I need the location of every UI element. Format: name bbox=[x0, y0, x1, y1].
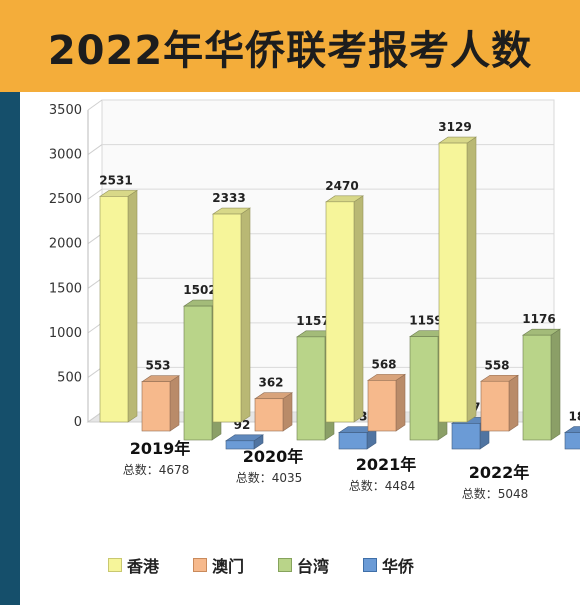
chart-panel: 0 500 1000 1500 2000 2500 3000 3500 2531 553 1502 9… bbox=[20, 92, 580, 605]
bar-0-1 bbox=[212, 213, 242, 423]
grid-diagonal-1 bbox=[87, 367, 103, 378]
grid-diagonal-0 bbox=[87, 411, 103, 423]
bar-side-2-3 bbox=[550, 328, 561, 441]
legend-label-overseas: 华侨 bbox=[382, 557, 415, 576]
bar-0-0 bbox=[99, 196, 129, 423]
bar-3-2 bbox=[451, 423, 481, 450]
bar-value-label: 1176 bbox=[522, 312, 555, 326]
grid-diagonal-5 bbox=[87, 188, 103, 200]
x-category-label: 2021年 bbox=[356, 455, 417, 474]
bar-side-1-0 bbox=[169, 375, 180, 432]
legend: 香港 澳门 台湾 华侨 bbox=[108, 552, 414, 578]
bar-2-3 bbox=[522, 334, 552, 441]
category-total-label: 总数：4035 bbox=[236, 470, 303, 485]
y-tick-label: 3000 bbox=[49, 148, 82, 163]
y-tick-label: 1000 bbox=[49, 326, 82, 341]
bar-side-0-0 bbox=[127, 189, 138, 423]
legend-item-macau: 澳门 bbox=[193, 553, 244, 577]
bar-value-label: 568 bbox=[371, 357, 396, 371]
bar-3-0 bbox=[225, 440, 255, 450]
grid-diagonal-4 bbox=[87, 233, 103, 245]
category-total-label: 总数：4678 bbox=[123, 462, 190, 477]
bar-side-1-3 bbox=[508, 374, 519, 432]
category-total-label: 总数：4484 bbox=[349, 478, 416, 493]
bar-side-1-2 bbox=[395, 373, 406, 432]
bar-1-2 bbox=[367, 380, 397, 432]
bar-side-1-1 bbox=[282, 392, 293, 432]
bar-0-2 bbox=[325, 201, 355, 423]
grid-diagonal-6 bbox=[87, 144, 103, 155]
bar-side-0-2 bbox=[353, 195, 364, 423]
grid-diagonal-2 bbox=[87, 322, 103, 334]
category-total-label: 总数：5048 bbox=[462, 486, 529, 501]
x-category-label: 2022年 bbox=[469, 463, 530, 482]
bar-1-0 bbox=[141, 381, 171, 432]
bar-3-1 bbox=[338, 432, 368, 450]
bar-value-label: 1157 bbox=[296, 314, 329, 328]
y-tick-label: 1500 bbox=[49, 281, 82, 296]
grid-diagonal-3 bbox=[87, 277, 103, 289]
bar-top-3-3 bbox=[564, 426, 580, 433]
legend-swatch-overseas bbox=[363, 558, 378, 572]
bar-value-label: 2470 bbox=[325, 179, 358, 193]
y-tick-label: 2000 bbox=[49, 237, 82, 252]
bar-value-label: 3129 bbox=[438, 120, 471, 134]
bar-side-0-3 bbox=[466, 136, 477, 423]
bar-value-label: 558 bbox=[484, 358, 509, 372]
x-category-label: 2019年 bbox=[130, 439, 191, 458]
legend-label-macau: 澳门 bbox=[212, 557, 245, 576]
legend-item-hongkong: 香港 bbox=[108, 553, 159, 577]
bar-3-3 bbox=[564, 432, 580, 450]
legend-item-taiwan: 台湾 bbox=[278, 553, 329, 577]
bar-value-label: 2333 bbox=[212, 191, 245, 205]
bar-1-3 bbox=[480, 380, 510, 432]
y-tick-label: 0 bbox=[74, 415, 82, 430]
bar-value-label: 362 bbox=[258, 376, 283, 390]
bar-value-label: 185 bbox=[568, 410, 580, 424]
bar-2-1 bbox=[296, 336, 326, 441]
bar-1-1 bbox=[254, 398, 284, 432]
side-accent-bar bbox=[0, 92, 20, 605]
bar-2-2 bbox=[409, 336, 439, 441]
title-band bbox=[0, 0, 580, 92]
chart-title: 2022年华侨联考报考人数 bbox=[47, 28, 533, 74]
bar-side-0-1 bbox=[240, 207, 251, 423]
x-category-label: 2020年 bbox=[243, 447, 304, 466]
legend-swatch-taiwan bbox=[278, 558, 293, 572]
legend-swatch-macau bbox=[193, 558, 208, 572]
bar-value-label: 1502 bbox=[183, 283, 216, 297]
grid-diagonal-7 bbox=[87, 99, 103, 111]
y-tick-label: 3500 bbox=[49, 103, 82, 118]
bar-value-label: 553 bbox=[145, 359, 170, 373]
bar-value-label: 2531 bbox=[99, 173, 132, 187]
legend-item-overseas: 华侨 bbox=[363, 553, 414, 577]
bar-2-0 bbox=[183, 305, 213, 441]
bar-chart: 0500100015002000250030003500253155315029… bbox=[49, 99, 580, 501]
legend-swatch-hongkong bbox=[108, 558, 122, 572]
legend-label-hongkong: 香港 bbox=[127, 557, 160, 576]
y-tick-label: 2500 bbox=[49, 192, 82, 207]
y-tick-label: 500 bbox=[57, 370, 82, 385]
bar-0-3 bbox=[438, 142, 468, 423]
legend-label-taiwan: 台湾 bbox=[297, 557, 330, 576]
bar-value-label: 1159 bbox=[409, 314, 442, 328]
